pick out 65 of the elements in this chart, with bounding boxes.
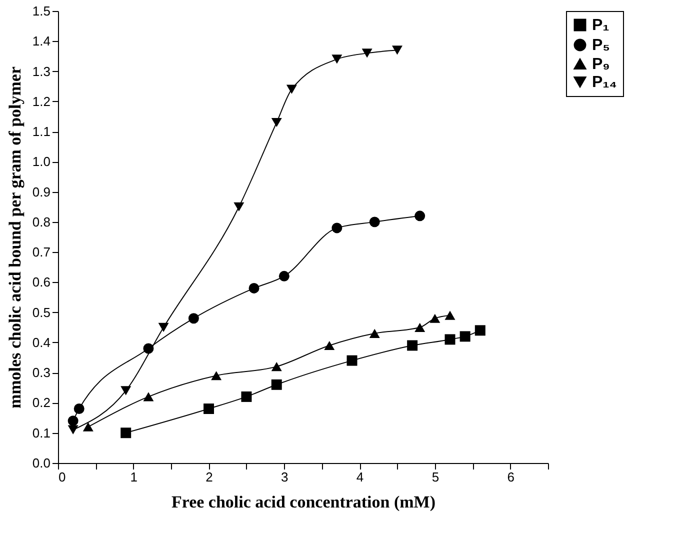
point bbox=[234, 202, 244, 212]
y-tick-label: 1.0 bbox=[32, 154, 50, 170]
point bbox=[362, 48, 372, 58]
point bbox=[188, 313, 199, 324]
point bbox=[120, 428, 132, 438]
x-tick-label: 5 bbox=[432, 470, 440, 484]
y-tick-label: 0.4 bbox=[32, 334, 50, 350]
point bbox=[143, 392, 154, 402]
point bbox=[332, 54, 342, 64]
point bbox=[414, 322, 426, 332]
point bbox=[369, 328, 380, 338]
point bbox=[286, 84, 297, 94]
x-tick-label: 4 bbox=[356, 470, 364, 484]
point bbox=[271, 362, 282, 372]
point bbox=[68, 425, 78, 434]
point bbox=[346, 355, 358, 366]
point bbox=[460, 331, 470, 342]
x-axis-title: Free cholic acid concentration (mM) bbox=[171, 492, 436, 512]
y-tick-label: 1.3 bbox=[32, 64, 50, 79]
point bbox=[211, 371, 222, 380]
point bbox=[120, 386, 132, 396]
y-tick-label: 1.2 bbox=[32, 94, 50, 109]
legend-label: P₅ bbox=[592, 37, 610, 54]
y-tick-label: 1.1 bbox=[32, 124, 50, 140]
point bbox=[68, 416, 78, 426]
y-tick-label: 0.7 bbox=[32, 244, 50, 260]
x-tick-label: 3 bbox=[281, 470, 288, 484]
point bbox=[369, 216, 380, 228]
point bbox=[74, 404, 84, 414]
point bbox=[82, 422, 94, 432]
x-tick-label: 0 bbox=[58, 470, 66, 484]
point bbox=[271, 118, 282, 128]
legend-label: P₁ bbox=[592, 17, 610, 34]
point bbox=[407, 340, 418, 351]
y-axis-title: mmoles cholic acid bound per gram of polymer bbox=[5, 66, 24, 409]
point bbox=[248, 282, 260, 294]
legend-label: P₁₄ bbox=[592, 74, 617, 91]
point bbox=[474, 325, 486, 336]
point bbox=[158, 322, 169, 332]
point bbox=[332, 222, 342, 234]
y-tick-label: 1.5 bbox=[32, 4, 50, 18]
point bbox=[204, 404, 214, 414]
y-tick-label: 0.5 bbox=[32, 304, 50, 320]
point bbox=[444, 334, 456, 345]
y-tick-label: 0.3 bbox=[32, 365, 50, 380]
x-tick-label: 6 bbox=[507, 470, 514, 484]
x-tick-label: 1 bbox=[130, 470, 138, 484]
legend-label: P₉ bbox=[592, 56, 610, 73]
point bbox=[324, 340, 335, 350]
y-tick-label: 0.1 bbox=[32, 425, 50, 440]
point bbox=[392, 46, 402, 55]
x-tick-label: 2 bbox=[206, 470, 213, 484]
point bbox=[414, 210, 426, 222]
point bbox=[271, 379, 282, 390]
y-tick-label: 0.9 bbox=[32, 184, 50, 200]
point bbox=[430, 314, 440, 323]
y-tick-label: 0.6 bbox=[32, 274, 50, 290]
y-tick-label: 0.2 bbox=[32, 395, 50, 410]
point bbox=[241, 391, 252, 402]
point bbox=[278, 270, 290, 282]
point bbox=[143, 343, 154, 354]
y-tick-label: 0.0 bbox=[32, 456, 50, 470]
point bbox=[444, 310, 456, 320]
y-tick-label: 1.4 bbox=[32, 34, 50, 49]
y-tick-label: 0.8 bbox=[32, 214, 50, 230]
